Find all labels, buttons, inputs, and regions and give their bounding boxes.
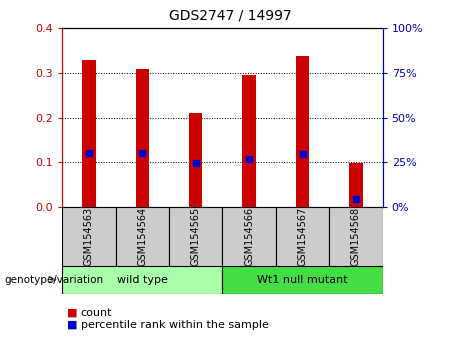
Bar [223,266,383,294]
Bar [276,207,329,266]
Text: GDS2747 / 14997: GDS2747 / 14997 [169,9,292,23]
Bar [189,113,202,207]
Text: ■: ■ [67,320,77,330]
Text: GSM154568: GSM154568 [351,207,361,266]
Bar [82,59,95,207]
Text: wild type: wild type [117,275,168,285]
Bar [62,266,222,294]
Bar [329,207,383,266]
Text: count: count [81,308,112,318]
Text: Wt1 null mutant: Wt1 null mutant [257,275,348,285]
Bar [296,56,309,207]
Bar [116,207,169,266]
Text: percentile rank within the sample: percentile rank within the sample [81,320,269,330]
Bar [223,207,276,266]
Bar [349,163,363,207]
Text: ■: ■ [67,308,77,318]
Bar [62,207,116,266]
Bar [136,69,149,207]
Text: genotype/variation: genotype/variation [5,275,104,285]
Text: GSM154564: GSM154564 [137,207,148,266]
Text: GSM154566: GSM154566 [244,207,254,266]
Text: GSM154567: GSM154567 [297,207,307,266]
Text: GSM154563: GSM154563 [84,207,94,266]
Bar [169,207,222,266]
Text: GSM154565: GSM154565 [191,207,201,266]
Bar [242,75,256,207]
